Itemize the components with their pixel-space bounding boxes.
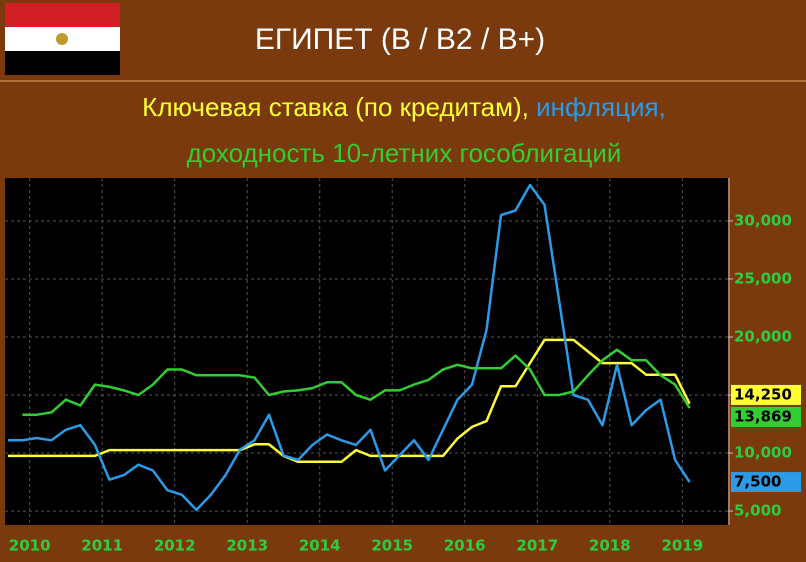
end-label: 13,869 — [734, 407, 792, 425]
end-label: 14,250 — [734, 385, 792, 403]
y-tick-label: 20,000 — [734, 327, 792, 345]
x-tick-label: 2016 — [444, 537, 486, 555]
flag-red — [5, 3, 120, 27]
flag-emblem — [56, 33, 68, 45]
y-tick-label: 25,000 — [734, 269, 792, 287]
plot-area — [5, 178, 728, 525]
x-tick-label: 2014 — [299, 537, 341, 555]
y-tick-label: 10,000 — [734, 444, 792, 462]
y-tick-label: 30,000 — [734, 211, 792, 229]
series-line — [22, 348, 691, 416]
end-label-box — [731, 406, 801, 427]
end-label-box — [731, 384, 801, 405]
x-tick-label: 2015 — [371, 537, 413, 555]
legend-entry: Ключевая ставка (по кредитам), — [142, 92, 529, 122]
x-tick-label: 2012 — [154, 537, 196, 555]
end-label: 7,500 — [734, 473, 781, 491]
x-tick-label: 2013 — [226, 537, 268, 555]
y-tick-label: 5,000 — [734, 502, 781, 520]
subtitle-line-1: Ключевая ставка (по кредитам), инфляция, — [142, 92, 666, 122]
x-tick-label: 2017 — [516, 537, 558, 555]
x-tick-label: 2019 — [661, 537, 703, 555]
x-tick-label: 2018 — [589, 537, 631, 555]
legend-entry: доходность 10-летних гособлигаций — [187, 138, 622, 168]
legend-entry: инфляция, — [536, 92, 666, 122]
series-line — [7, 183, 691, 512]
x-tick-label: 2010 — [9, 537, 51, 555]
end-label-box — [731, 472, 801, 493]
chart-title: ЕГИПЕТ (B / B2 / B+) — [255, 23, 545, 56]
flag-black — [5, 51, 120, 75]
x-tick-label: 2011 — [81, 537, 123, 555]
series-line — [7, 338, 691, 464]
